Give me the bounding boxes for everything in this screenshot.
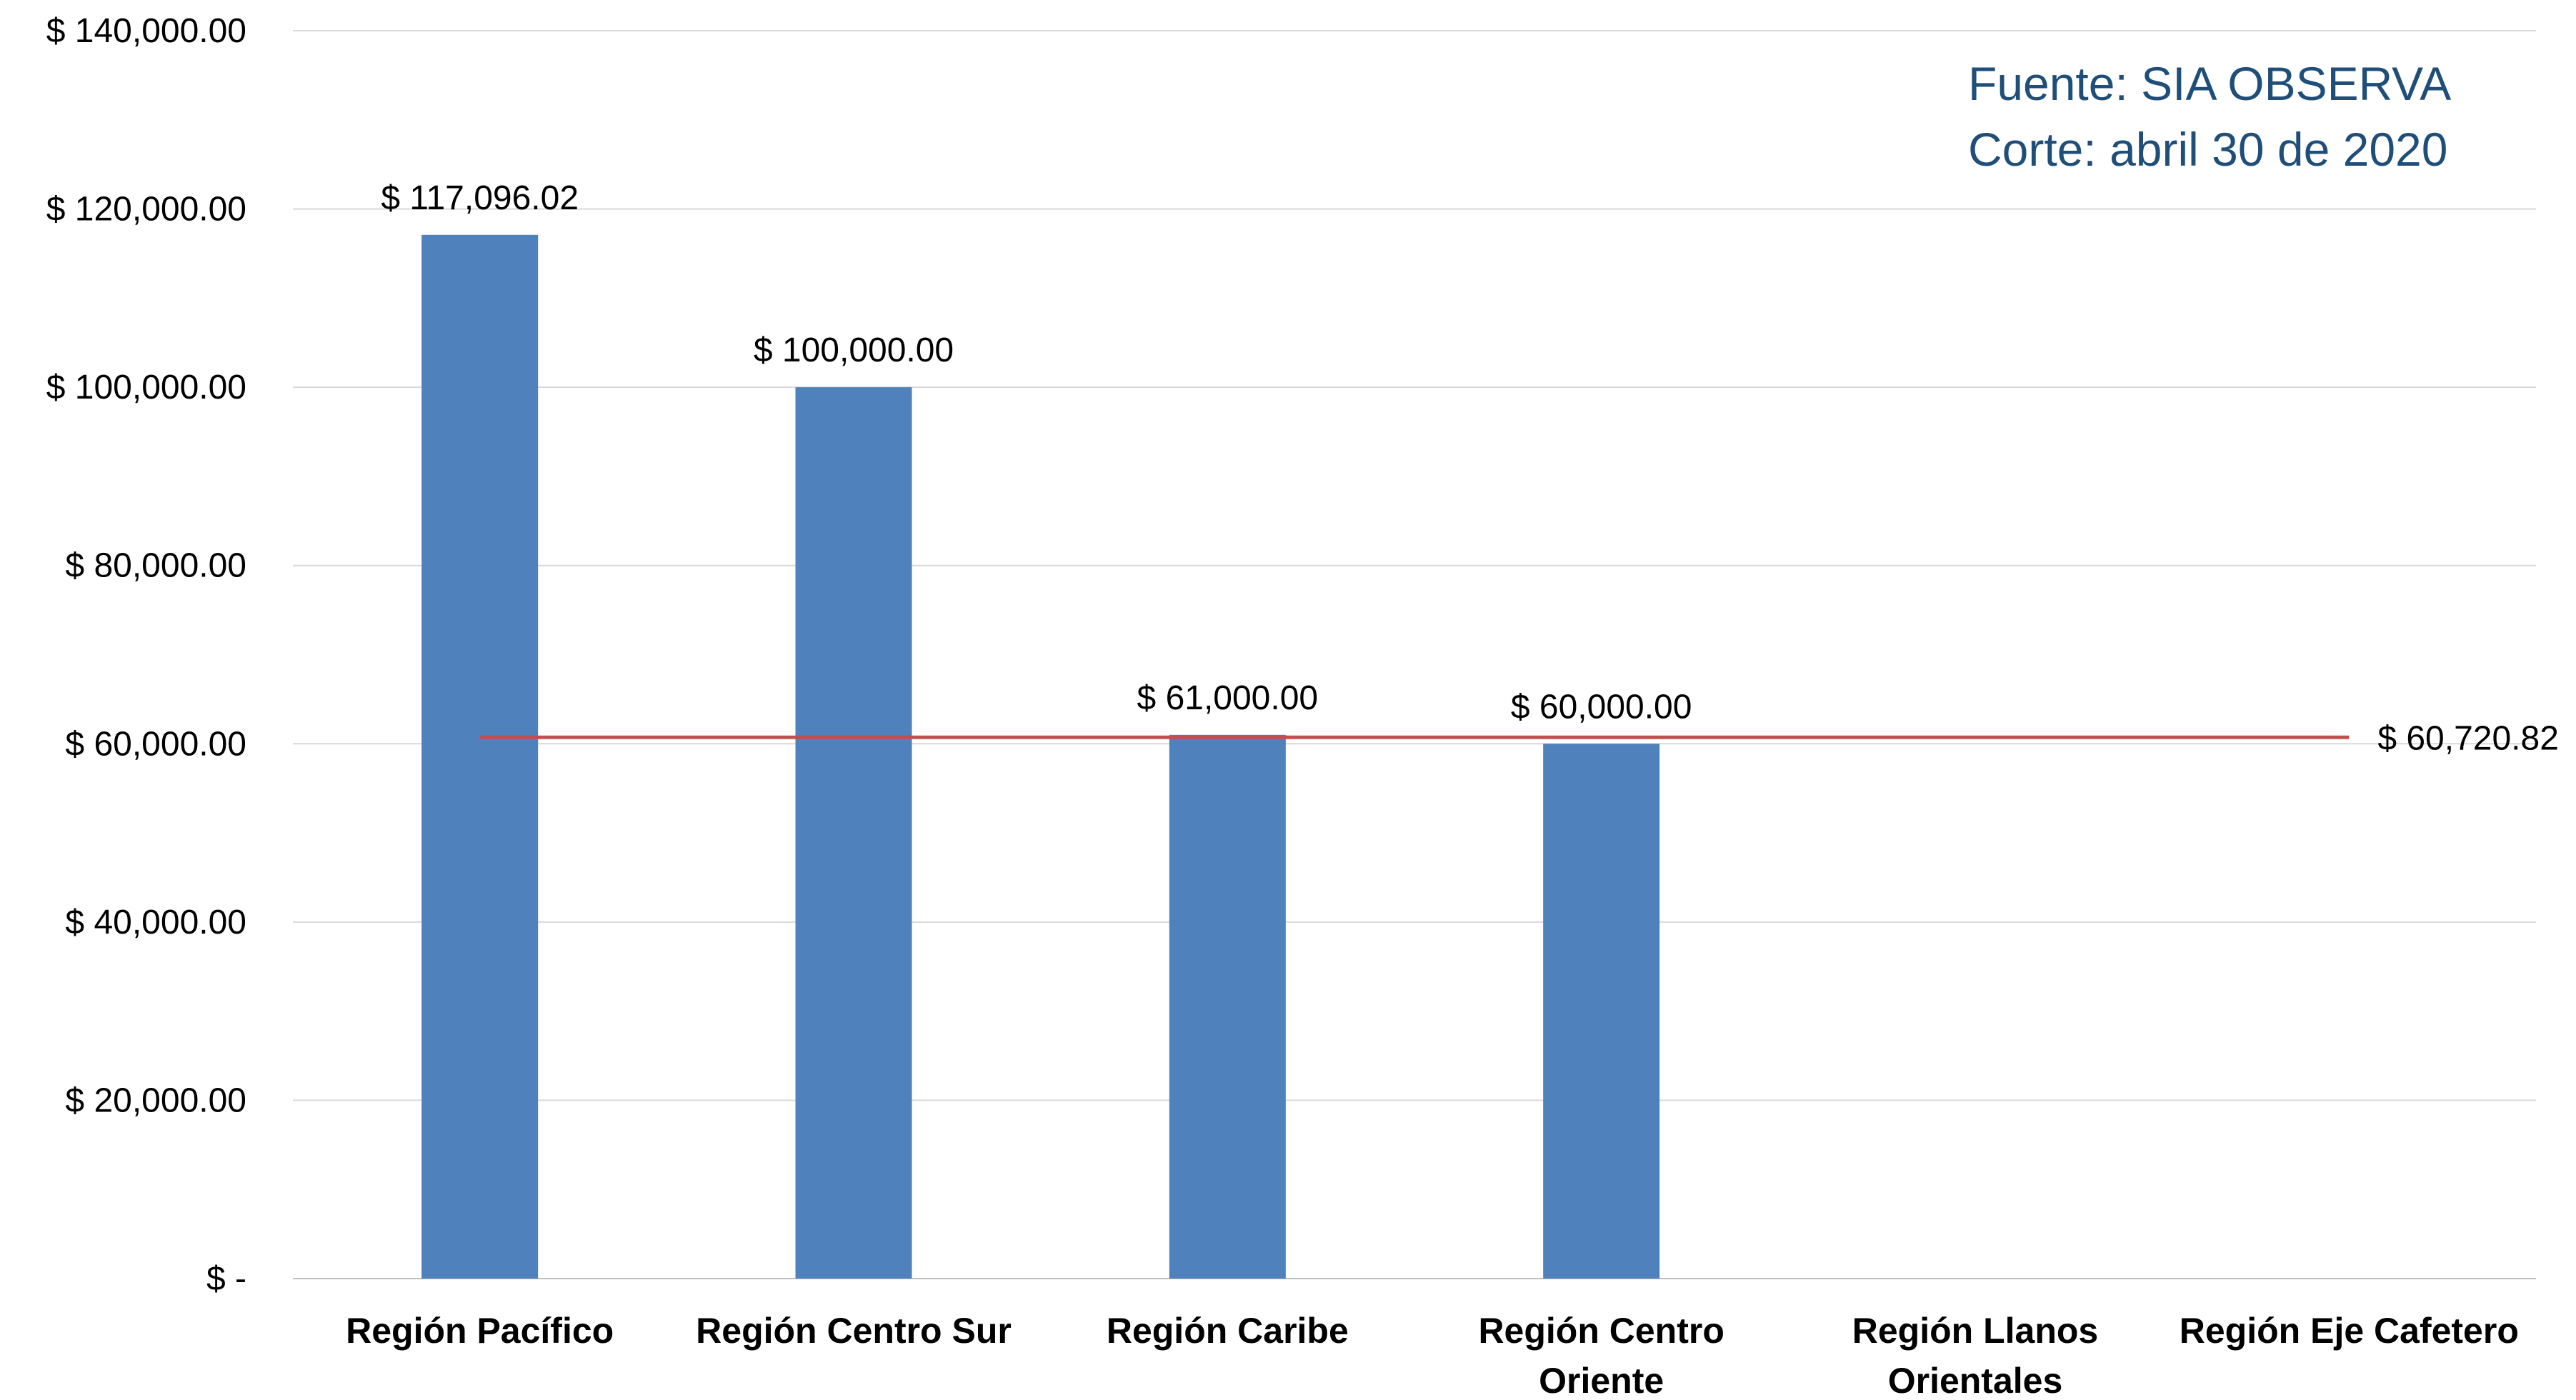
bar — [421, 234, 539, 1279]
x-category-label-line: Oriente — [1539, 1361, 1664, 1400]
x-category-label-line: Región Llanos — [1852, 1311, 2098, 1351]
x-axis-category-labels: Región Pacífico Región Centro Sur Región C… — [346, 1311, 2519, 1400]
y-tick-label: $ 120,000.00 — [46, 191, 246, 229]
x-category-label: Región Centro Sur — [696, 1311, 1012, 1351]
x-category-label: Región Pacífico — [346, 1311, 614, 1351]
y-tick-label: $ 40,000.00 — [65, 904, 246, 941]
x-category-label-line: Región Caribe — [1107, 1311, 1349, 1351]
x-category-label-line: Región Centro Sur — [696, 1311, 1012, 1351]
y-axis-tick-labels: $ - $ 20,000.00 $ 40,000.00 $ 60,000.00 $ 80… — [46, 12, 246, 1298]
y-tick-label: $ 20,000.00 — [65, 1081, 246, 1119]
data-label: $ 100,000.00 — [754, 331, 954, 369]
bar — [1543, 744, 1660, 1279]
gridlines — [293, 30, 2536, 1279]
source-note: Fuente: SIA OBSERVA — [1968, 57, 2451, 110]
bar — [795, 387, 912, 1279]
x-category-label: Región Llanos Orientales — [1852, 1311, 2098, 1400]
y-tick-label: $ - — [206, 1260, 246, 1298]
x-category-label: Región Centro Oriente — [1478, 1311, 1724, 1400]
data-label: $ 117,096.02 — [381, 179, 579, 217]
x-category-label-line: Región Pacífico — [346, 1311, 614, 1351]
reference-line-label: $ 60,720.82 — [2377, 719, 2559, 757]
y-tick-label: $ 60,000.00 — [65, 725, 246, 763]
reference-line-group: $ 60,720.82 — [479, 719, 2559, 757]
x-category-label-line: Orientales — [1888, 1361, 2063, 1400]
bar — [1169, 734, 1286, 1279]
bars — [421, 234, 1660, 1279]
y-tick-label: $ 140,000.00 — [46, 12, 246, 50]
y-tick-label: $ 80,000.00 — [65, 547, 246, 585]
cutoff-date-note: Corte: abril 30 de 2020 — [1968, 123, 2447, 176]
x-category-label: Región Caribe — [1107, 1311, 1349, 1351]
x-category-label: Región Eje Cafetero — [2180, 1311, 2519, 1351]
data-labels: $ 117,096.02 $ 100,000.00 $ 61,000.00 $ 60,… — [381, 179, 1692, 726]
data-label: $ 60,000.00 — [1511, 688, 1692, 726]
data-label: $ 61,000.00 — [1137, 679, 1319, 717]
y-tick-label: $ 100,000.00 — [46, 369, 246, 406]
x-category-label-line: Región Centro — [1478, 1311, 1724, 1351]
x-category-label-line: Región Eje Cafetero — [2180, 1311, 2519, 1351]
